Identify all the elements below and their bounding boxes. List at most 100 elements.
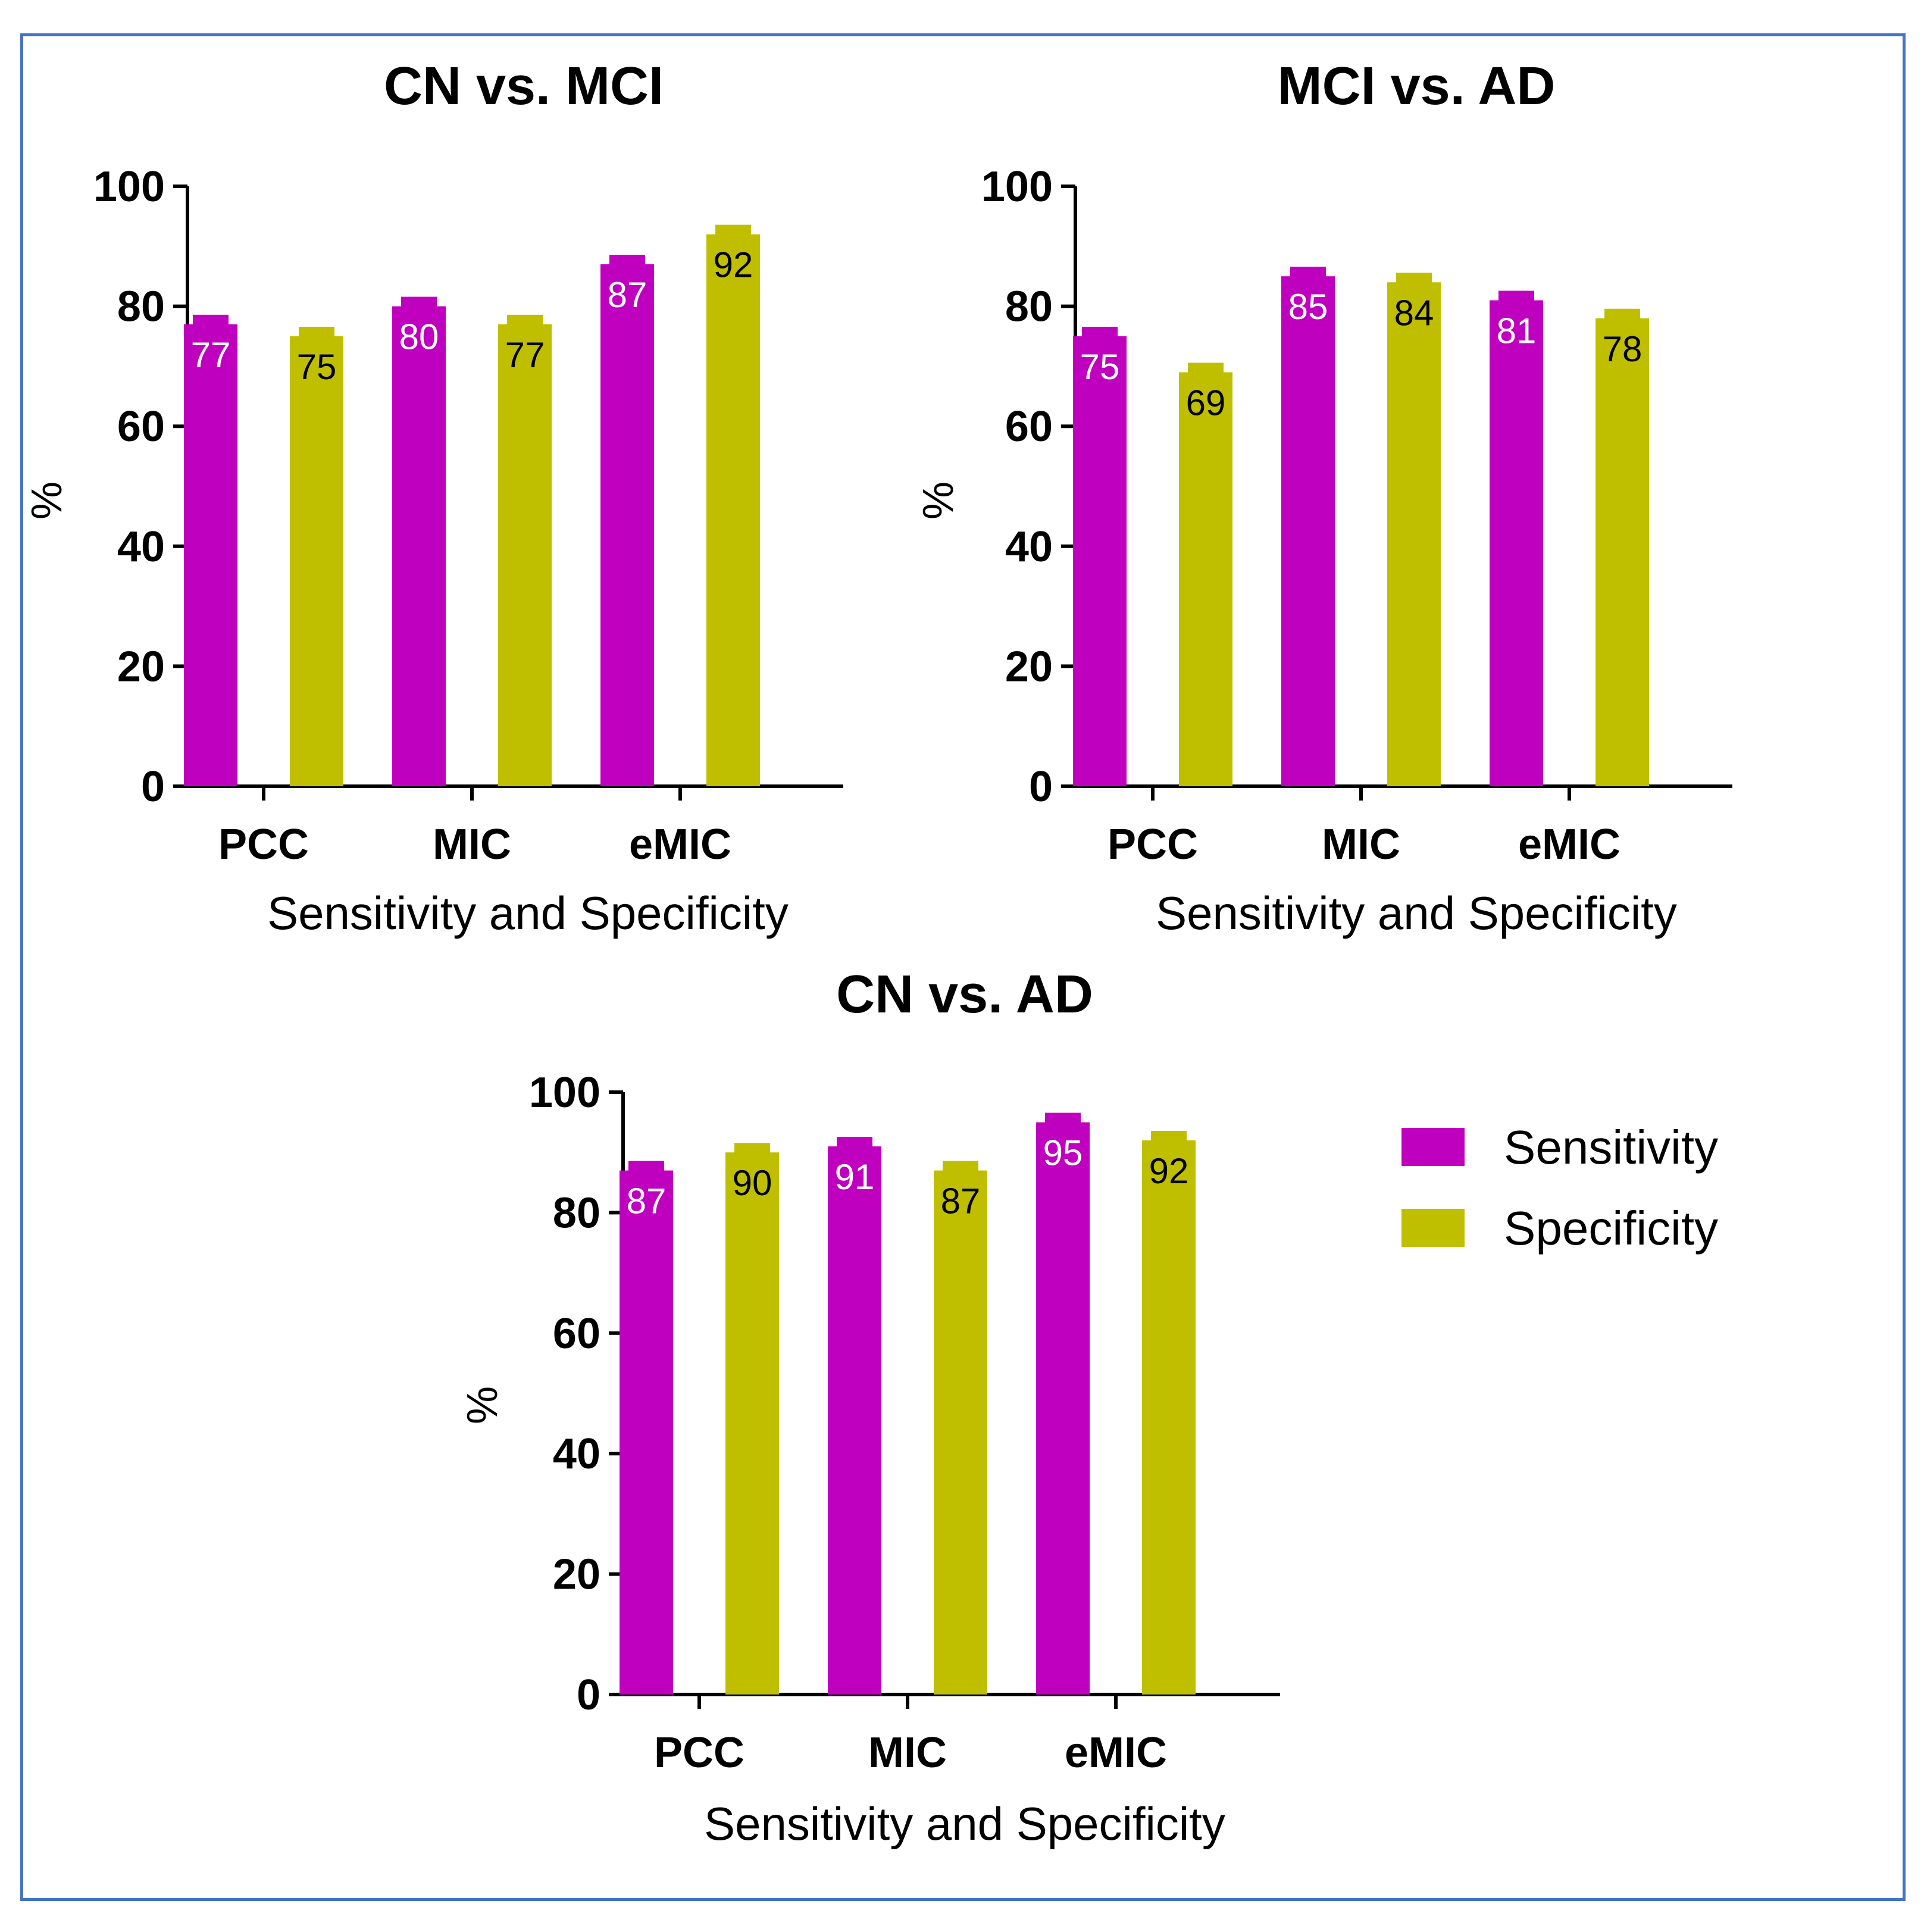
x-axis-label: Sensitivity and Specificity [704,1797,1225,1850]
error-cap-sensitivity [1290,267,1326,278]
error-cap-specificity [734,1143,770,1154]
x-tick-label: eMIC [1518,821,1620,868]
error-cap-sensitivity [628,1161,664,1172]
data-label-sensitivity: 75 [1080,347,1120,387]
y-tick-label: 100 [529,1069,600,1117]
y-tick-label: 100 [981,163,1053,211]
bars: 75 85 81 69 84 78 [1073,267,1649,786]
y-tick-label: 20 [117,643,165,690]
x-ticks: PCC MIC eMIC [654,1695,1167,1777]
x-tick-label: MIC [433,821,511,868]
error-cap-specificity [943,1161,978,1172]
data-label-specificity: 77 [505,335,545,375]
error-cap-sensitivity [837,1137,872,1148]
y-tick-label: 0 [141,763,165,811]
x-ticks: PCC MIC eMIC [1108,786,1620,868]
legend-swatch-specificity [1401,1209,1465,1247]
data-label-specificity: 69 [1186,383,1226,423]
y-axis-label: % [23,482,71,520]
bar-specificity [290,336,343,786]
y-axis-label: % [459,1386,506,1424]
x-tick-label: PCC [218,821,309,868]
bar-specificity [1142,1140,1196,1695]
data-label-specificity: 90 [733,1163,772,1203]
error-cap-sensitivity [193,314,229,326]
y-tick-label: 40 [117,523,165,571]
bars: 77 80 87 75 77 92 [184,224,760,786]
x-tick-label: PCC [1108,821,1198,868]
error-cap-specificity [715,224,751,236]
x-tick-label: eMIC [629,821,731,868]
error-cap-sensitivity [609,255,645,266]
bar-specificity [1179,372,1232,786]
legend-label-specificity: Specificity [1504,1202,1718,1255]
y-tick-label: 80 [553,1189,600,1237]
y-ticks: 0 20 40 60 80 100 [981,163,1075,811]
bar-specificity [1595,318,1649,786]
data-label-specificity: 92 [1149,1151,1189,1191]
chart-panel-cn-vs-mci: CN vs. MCI % Sensitivity and Specificity… [23,57,843,939]
data-label-sensitivity: 87 [608,275,647,315]
figure-frame: CN vs. MCI % Sensitivity and Specificity… [20,33,1906,1901]
data-label-specificity: 78 [1603,329,1643,369]
y-tick-label: 60 [1005,403,1053,451]
error-cap-specificity [1604,308,1640,320]
bar-specificity [498,324,552,786]
error-cap-specificity [1188,362,1224,374]
bars: 87 91 95 90 87 92 [620,1112,1196,1695]
x-axis-label: Sensitivity and Specificity [267,887,789,939]
bar-sensitivity [1281,276,1335,786]
y-tick-label: 20 [553,1551,600,1599]
data-label-sensitivity: 77 [191,335,231,375]
error-cap-specificity [507,314,543,326]
data-label-specificity: 87 [941,1181,981,1221]
chart-title: CN vs. MCI [384,57,664,116]
data-label-specificity: 84 [1394,293,1434,333]
x-tick-label: eMIC [1065,1729,1167,1777]
error-cap-sensitivity [1045,1112,1081,1124]
bar-sensitivity [392,306,446,786]
bar-sensitivity [1490,300,1543,786]
y-tick-label: 20 [1005,643,1053,690]
y-ticks: 0 20 40 60 80 100 [529,1069,623,1719]
y-ticks: 0 20 40 60 80 100 [93,163,187,811]
y-tick-label: 80 [117,283,165,331]
data-label-sensitivity: 81 [1497,311,1537,351]
error-cap-specificity [299,327,334,337]
chart-canvas: CN vs. MCI % Sensitivity and Specificity… [23,57,1732,1850]
error-cap-sensitivity [1082,327,1118,337]
error-cap-sensitivity [1498,290,1534,302]
bar-sensitivity [620,1170,673,1695]
legend-label-sensitivity: Sensitivity [1504,1121,1718,1174]
y-tick-label: 0 [577,1671,600,1719]
data-label-sensitivity: 85 [1288,287,1328,327]
y-tick-label: 40 [1005,523,1053,571]
x-axis-label: Sensitivity and Specificity [1156,887,1677,939]
legend-swatch-sensitivity [1401,1128,1465,1166]
x-tick-label: MIC [868,1729,947,1777]
bar-sensitivity [1036,1122,1090,1695]
y-axis-label: % [915,482,962,520]
y-tick-label: 100 [93,163,165,211]
chart-panel-mci-vs-ad: MCI vs. AD % Sensitivity and Specificity… [915,57,1732,939]
error-cap-specificity [1151,1130,1187,1142]
bar-specificity [1387,282,1441,786]
y-tick-label: 40 [553,1430,600,1478]
data-label-sensitivity: 91 [835,1157,875,1197]
y-tick-label: 0 [1029,763,1053,811]
bar-sensitivity [600,264,654,786]
bar-specificity [706,234,760,786]
error-cap-sensitivity [401,296,437,308]
legend: Sensitivity Specificity [1401,1121,1718,1255]
bar-sensitivity [828,1146,881,1695]
y-tick-label: 80 [1005,283,1053,331]
chart-title: MCI vs. AD [1278,57,1556,116]
x-ticks: PCC MIC eMIC [218,786,731,868]
bar-sensitivity [184,324,237,786]
bar-specificity [725,1152,779,1695]
y-tick-label: 60 [117,403,165,451]
data-label-sensitivity: 80 [399,317,439,357]
error-cap-specificity [1396,273,1432,284]
data-label-sensitivity: 95 [1043,1133,1083,1173]
x-tick-label: PCC [654,1729,744,1777]
